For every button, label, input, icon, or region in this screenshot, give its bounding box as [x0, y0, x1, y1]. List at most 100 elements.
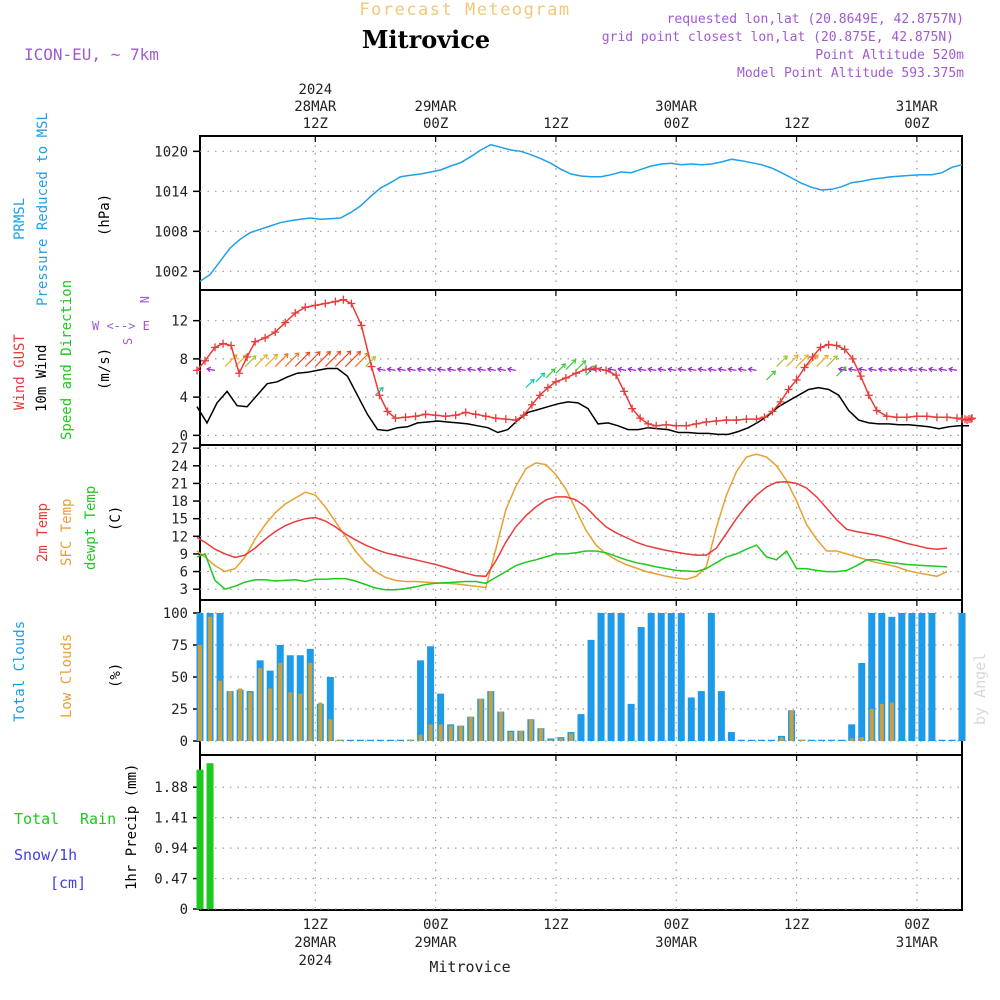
wind-arrow-head	[416, 366, 422, 373]
total-cloud-bar	[717, 691, 725, 741]
wind-arrow	[748, 368, 757, 371]
total-cloud-bar	[818, 739, 826, 741]
wind-arrow	[738, 368, 747, 371]
sfc-label: SFC Temp	[59, 499, 75, 566]
wind-arrow-head	[637, 366, 643, 373]
low-cloud-bar	[789, 710, 794, 741]
wind-arrow-head	[737, 366, 743, 373]
gust-marker	[401, 413, 410, 422]
wind-arrow-head	[907, 366, 913, 373]
wind-arrow-head	[466, 366, 472, 373]
gust-marker	[702, 417, 711, 426]
gust-marker	[481, 412, 490, 421]
wind-arrow	[908, 368, 917, 371]
forecast-title: Forecast Meteogram	[359, 0, 570, 20]
low-cloud-bar	[458, 725, 463, 741]
y-tick-label: 4	[180, 390, 188, 406]
gust-marker	[431, 411, 440, 420]
gust-marker	[892, 413, 901, 422]
wind-arrow-head	[396, 366, 402, 373]
wind-panel-labels: Wind GUST 10m Wind Speed and Direction (…	[12, 280, 151, 440]
wind-arrow	[608, 368, 617, 371]
low-cloud-bar	[438, 724, 443, 741]
y-tick-label: 0.94	[154, 841, 188, 857]
wind-arrow-head	[406, 366, 412, 373]
gust-marker	[592, 364, 601, 373]
gust-marker	[391, 414, 400, 423]
wind-arrow	[766, 370, 776, 381]
wind-direction-arrows	[206, 350, 958, 396]
wind-arrow-head	[294, 352, 300, 358]
pressure-panel-labels: PRMSL Pressure Reduced to MSL (hPa)	[12, 112, 113, 306]
gust-marker	[824, 340, 833, 349]
bottom-time-label: 00Z	[904, 917, 929, 933]
total-cloud-bar	[767, 739, 776, 741]
temperature-panel	[199, 444, 963, 601]
gust-marker	[952, 414, 961, 423]
total-cloud-bar	[427, 646, 435, 741]
pressure-unit: (hPa)	[97, 194, 113, 236]
y-tick-label: 1.41	[154, 811, 188, 827]
bottom-time-label: 2024	[298, 953, 332, 969]
wind-arrow	[898, 368, 907, 371]
total-cloud-bar	[828, 739, 836, 741]
wind-arrow-head	[814, 354, 819, 360]
wind-arrow	[816, 354, 829, 367]
gust-marker	[760, 413, 769, 422]
top-time-label: 12Z	[784, 116, 809, 132]
wind-arrow-head	[837, 366, 843, 373]
total-cloud-bar	[928, 613, 936, 741]
gust-marker	[339, 295, 348, 304]
gust-marker	[882, 412, 891, 421]
total-cloud-bar	[657, 613, 665, 741]
total-cloud-bar	[687, 697, 695, 741]
y-tick-label: 9	[180, 547, 188, 563]
footer-location: Mitrovice	[429, 958, 510, 976]
wind-arrow	[407, 368, 416, 371]
wind-arrow	[928, 368, 938, 371]
wind-arrow	[457, 368, 466, 371]
gust-marker	[644, 419, 653, 428]
y-tick-label: 6	[180, 565, 188, 581]
gust-marker	[375, 391, 384, 400]
total-cloud-bar	[366, 739, 374, 741]
wind-arrow	[417, 368, 426, 371]
y-tick-label: 75	[171, 638, 188, 654]
gust-marker	[441, 412, 450, 421]
wind-arrow-head	[561, 363, 566, 368]
total-cloud-bar	[627, 703, 635, 741]
wind-arrow-head	[897, 366, 903, 373]
pressure-panel	[199, 135, 963, 291]
total-cloud-bar	[838, 739, 846, 741]
snow-unit: [cm]	[50, 874, 86, 892]
gust-marker	[535, 391, 544, 400]
low-cloud-bar	[889, 702, 894, 741]
gust-marker	[932, 413, 941, 422]
wind-arrow-head	[371, 355, 376, 361]
requested-coords: requested lon,lat (20.8649E, 42.8757N)	[667, 12, 964, 27]
wind-arrow	[718, 368, 727, 371]
total-cloud-bar	[958, 613, 966, 741]
total-cloud-bar	[667, 613, 675, 741]
low-cloud-bar	[498, 711, 503, 741]
gust-marker	[527, 400, 536, 409]
wind-arrow	[487, 368, 496, 371]
wind-gust-markers	[192, 295, 977, 430]
bottom-time-label: 30MAR	[655, 935, 698, 951]
low-cloud-bar	[268, 688, 273, 741]
wind-arrow-head	[823, 354, 829, 360]
wind-arrow	[507, 368, 516, 371]
bottom-time-label: 00Z	[664, 917, 689, 933]
gust-marker	[219, 339, 228, 348]
wind-arrow-head	[305, 351, 311, 357]
wind-arrow-head	[386, 366, 392, 373]
wind-arrow-head	[783, 355, 788, 360]
total-cloud-bar	[216, 613, 224, 741]
temp-unit: (C)	[108, 506, 124, 531]
wind-arrow-head	[315, 351, 321, 356]
gust-marker	[792, 375, 801, 384]
wind-arrow-head	[607, 366, 613, 373]
gust-marker	[511, 416, 520, 425]
wind-arrow	[698, 368, 707, 371]
